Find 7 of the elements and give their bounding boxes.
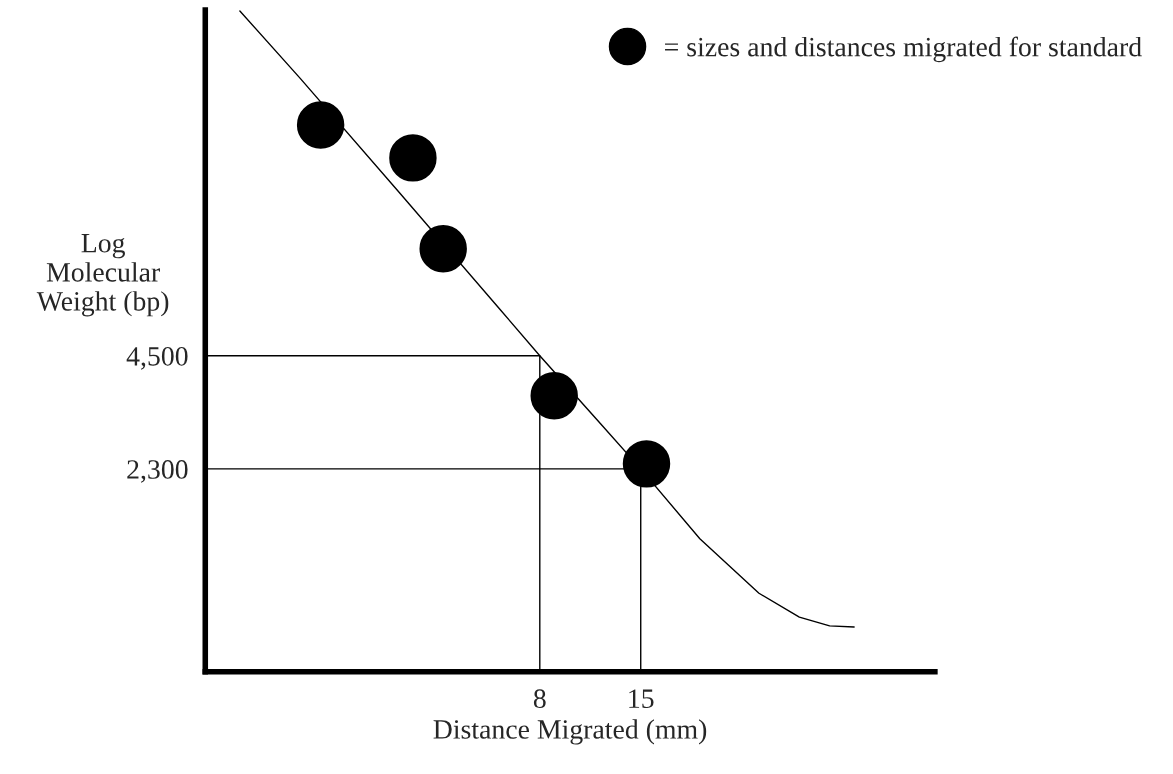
y-tick-label: 4,500 bbox=[126, 346, 188, 370]
x-tick-label: 15 bbox=[629, 689, 654, 709]
legend-label: = sizes and distances migrated for standard bbox=[665, 36, 1142, 63]
y-tick-label: 2,300 bbox=[127, 460, 188, 483]
y-axis-title: Log Molecular Weight (bp) bbox=[36, 234, 169, 317]
x-tick-label: 8 bbox=[533, 689, 546, 709]
x-axis-title: Distance Migrated (mm) bbox=[433, 719, 707, 745]
